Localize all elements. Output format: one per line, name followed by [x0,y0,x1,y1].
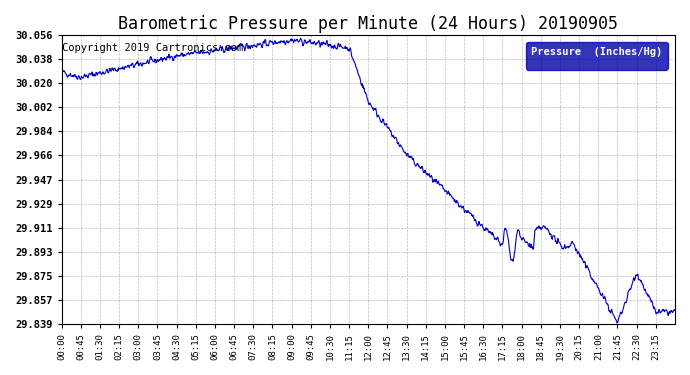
Text: Copyright 2019 Cartronics.com: Copyright 2019 Cartronics.com [62,43,244,53]
Legend:  [526,42,668,69]
Title: Barometric Pressure per Minute (24 Hours) 20190905: Barometric Pressure per Minute (24 Hours… [118,15,618,33]
